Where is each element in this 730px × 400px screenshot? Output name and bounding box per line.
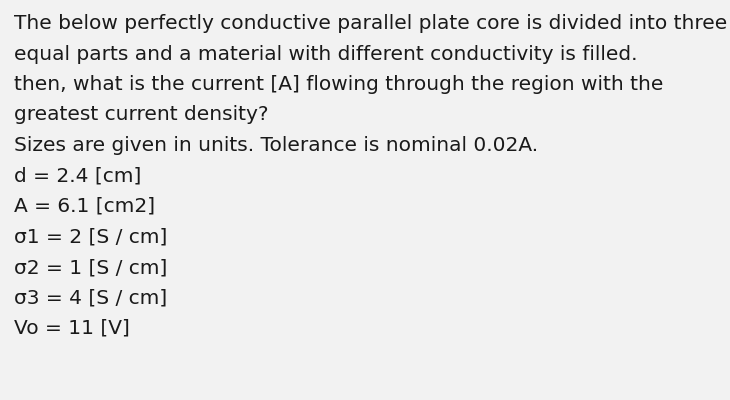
Text: equal parts and a material with different conductivity is filled.: equal parts and a material with differen…: [14, 44, 637, 64]
Text: A = 6.1 [cm2]: A = 6.1 [cm2]: [14, 197, 155, 216]
Text: Sizes are given in units. Tolerance is nominal 0.02A.: Sizes are given in units. Tolerance is n…: [14, 136, 538, 155]
Text: then, what is the current [A] flowing through the region with the: then, what is the current [A] flowing th…: [14, 75, 664, 94]
Text: σ3 = 4 [S / cm]: σ3 = 4 [S / cm]: [14, 288, 167, 308]
Text: d = 2.4 [cm]: d = 2.4 [cm]: [14, 166, 142, 186]
Text: Vo = 11 [V]: Vo = 11 [V]: [14, 319, 130, 338]
Text: σ1 = 2 [S / cm]: σ1 = 2 [S / cm]: [14, 228, 167, 246]
Text: σ2 = 1 [S / cm]: σ2 = 1 [S / cm]: [14, 258, 167, 277]
Text: The below perfectly conductive parallel plate core is divided into three: The below perfectly conductive parallel …: [14, 14, 727, 33]
Text: greatest current density?: greatest current density?: [14, 106, 269, 124]
